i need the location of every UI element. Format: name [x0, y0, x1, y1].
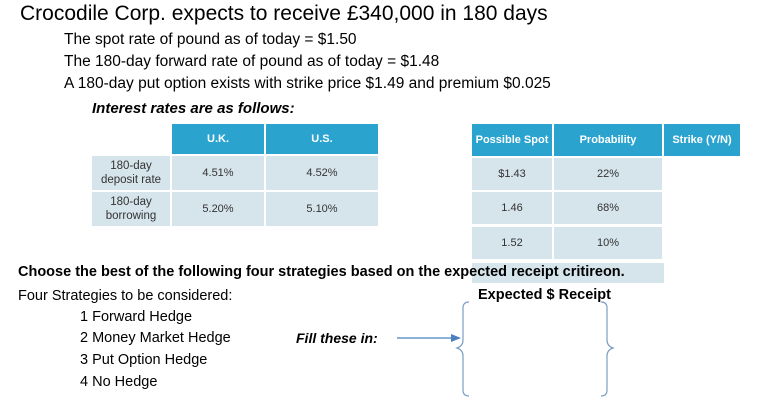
strategy-forward-hedge: 1 Forward Hedge: [80, 309, 193, 325]
spot-header-possible-spot: Possible Spot: [472, 124, 552, 156]
spot-header-probability: Probability: [554, 124, 662, 156]
probability-value-2: 68%: [554, 192, 662, 224]
strategies-heading: Four Strategies to be considered:: [18, 288, 233, 304]
rates-row-label-borrowing: 180-day borrowing: [92, 192, 170, 226]
answer-brace-box[interactable]: [455, 300, 615, 400]
arrow-right-icon: [397, 334, 461, 342]
instructions-text: Choose the best of the following four st…: [18, 264, 625, 280]
fact-forward-rate: The 180-day forward rate of pound as of …: [64, 53, 440, 70]
interest-heading: Interest rates are as follows:: [92, 100, 295, 117]
fact-spot-rate: The spot rate of pound as of today = $1.…: [64, 31, 357, 48]
expected-receipt-heading: Expected $ Receipt: [478, 287, 611, 303]
rates-uk-borrowing: 5.20%: [172, 192, 264, 226]
probability-value-1: 22%: [554, 158, 662, 190]
spot-value-1: $1.43: [472, 158, 552, 190]
fill-label: Fill these in:: [296, 330, 378, 346]
rates-header-us: U.S.: [266, 124, 378, 154]
rates-uk-deposit: 4.51%: [172, 156, 264, 190]
fact-put-option: A 180-day put option exists with strike …: [64, 75, 551, 92]
highlight-bar: [472, 263, 664, 283]
rates-row-label-deposit: 180-day deposit rate: [92, 156, 170, 190]
strategy-put-option-hedge: 3 Put Option Hedge: [80, 352, 208, 368]
rates-us-deposit: 4.52%: [266, 156, 378, 190]
rates-us-borrowing: 5.10%: [266, 192, 378, 226]
strategy-money-market-hedge: 2 Money Market Hedge: [80, 330, 231, 346]
strategy-no-hedge: 4 No Hedge: [80, 374, 158, 390]
page-title: Crocodile Corp. expects to receive £340,…: [20, 2, 548, 25]
spot-value-2: 1.46: [472, 192, 552, 224]
probability-value-3: 10%: [554, 227, 662, 259]
rates-header-uk: U.K.: [172, 124, 264, 154]
spot-value-3: 1.52: [472, 227, 552, 259]
spot-header-strike: Strike (Y/N): [664, 124, 740, 156]
